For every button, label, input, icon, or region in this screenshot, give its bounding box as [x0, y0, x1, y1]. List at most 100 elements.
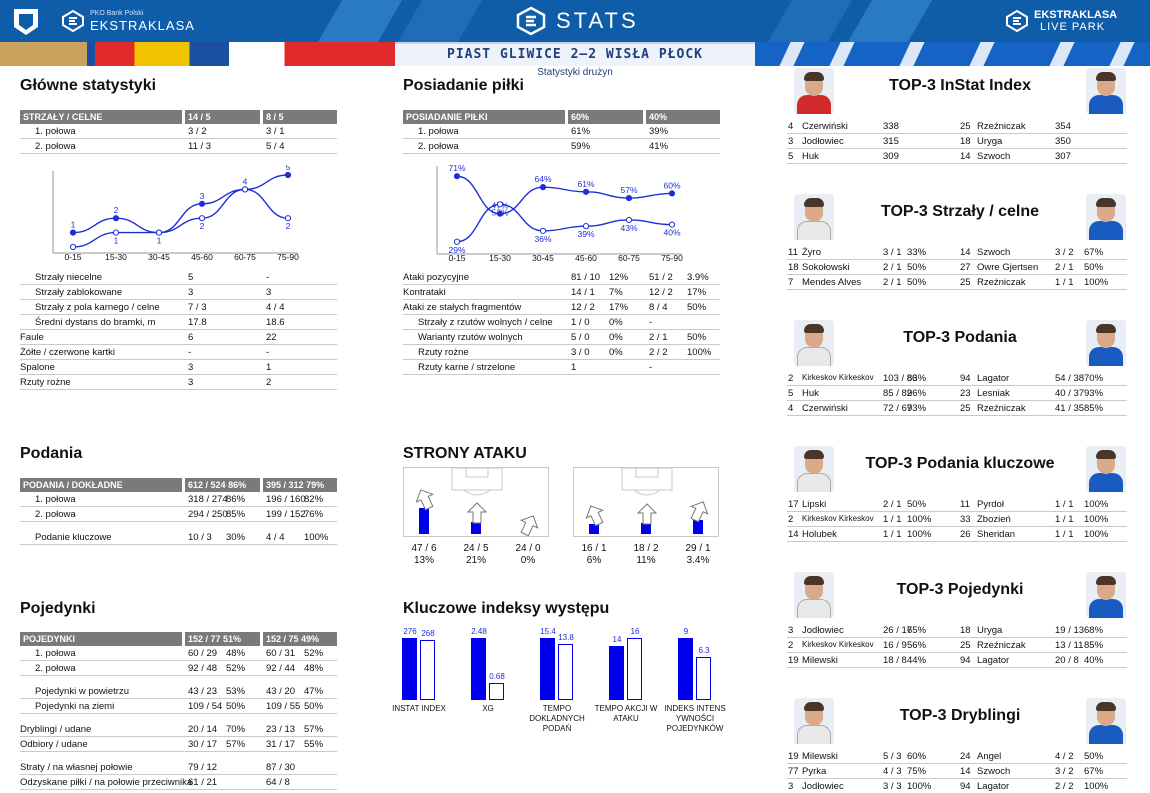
attack-bar — [693, 520, 703, 534]
player-photo — [1086, 68, 1126, 114]
key-index-label: TEMPO AKCJI W ATAKU — [594, 704, 658, 723]
hair — [804, 324, 824, 333]
x-tick-label: 60-75 — [618, 253, 640, 262]
row-away-value: 3 / 1 — [266, 126, 285, 137]
row-away-pct: 82% — [304, 494, 324, 505]
row-away-value: 4 / 4 — [266, 532, 285, 543]
header-home-value: 612 / 524 — [188, 480, 226, 490]
away-number: 94 — [960, 373, 971, 384]
player-photo — [794, 698, 834, 744]
shirt — [797, 725, 831, 744]
row-label: Rzuty rożne — [418, 347, 469, 358]
row-home-value: 318 / 274 — [188, 494, 228, 505]
away-player: Uryga — [977, 625, 1003, 636]
row-label: Warianty rzutów wolnych — [418, 332, 523, 343]
row-label: Rzuty rożne — [20, 377, 71, 388]
header-label: POJEDYNKI — [20, 632, 182, 646]
header-home: 612 / 524 86% — [185, 478, 260, 492]
row-label: 1. połowa — [418, 126, 459, 137]
top-row: 3 Jodłowiec 26 / 17 65% 18 Uryga 19 / 13 68% — [787, 623, 1127, 638]
away-pct: 100% — [1084, 514, 1109, 525]
row-label: Pojedynki w powietrzu — [35, 686, 129, 697]
row-label: Kontrataki — [403, 287, 446, 298]
attack-side-label: 18 / 2 11% — [621, 543, 671, 567]
attack-pct: 3.4% — [686, 555, 710, 566]
row-home-value: 5 / 0 — [571, 332, 590, 343]
away-flag-art — [755, 42, 1150, 66]
away-data-label: 2 — [200, 221, 205, 231]
header-away-value: 395 / 312 — [266, 480, 304, 490]
row-label: Faule — [20, 332, 44, 343]
home-value: 2 / 1 — [883, 277, 902, 288]
app-title: STATS — [556, 8, 639, 33]
row-away-pct: 17% — [687, 287, 707, 298]
top-panel-title: TOP-3 InStat Index — [889, 77, 1031, 94]
away-pct: 70% — [1084, 373, 1104, 384]
home-number: 2 — [788, 373, 794, 384]
hair — [1096, 72, 1116, 81]
home-value: 309 — [883, 151, 899, 162]
home-point — [284, 171, 292, 179]
away-player: Sheridan — [977, 529, 1016, 540]
header-home: 14 / 5 — [185, 110, 260, 124]
away-value: 4 / 2 — [1055, 751, 1074, 762]
row-home-pct: 48% — [226, 648, 246, 659]
row-home-value: 61 / 21 — [188, 777, 218, 788]
hair — [1096, 702, 1116, 711]
row-home-pct: 85% — [226, 509, 246, 520]
table-row: 1. połowa 61% 39% — [403, 124, 720, 139]
row-away-pct: 50% — [687, 302, 707, 313]
row-away-pct: 100% — [687, 347, 712, 358]
hair — [1096, 576, 1116, 585]
home-value: 3 / 1 — [883, 247, 902, 258]
hair — [804, 198, 824, 207]
attack-pct: 6% — [586, 555, 602, 566]
home-pct: 50% — [907, 499, 927, 510]
home-number: 3 — [788, 136, 794, 147]
row-label: Odbiory / udane — [20, 739, 88, 750]
away-player: Szwoch — [977, 151, 1011, 162]
table-row: Podanie kluczowe 10 / 3 30% 4 / 4 100% — [20, 530, 337, 545]
row-label: Średni dystans do bramki, m — [35, 317, 156, 328]
x-tick-label: 45-60 — [191, 252, 213, 261]
away-point — [453, 238, 461, 245]
away-pct: 67% — [1084, 766, 1104, 777]
away-data-label: 40% — [663, 228, 680, 238]
away-pct: 85% — [1084, 403, 1104, 414]
home-player: Żyro — [802, 247, 821, 258]
row-away-value: - — [649, 317, 653, 328]
row-home-value: 3 — [188, 362, 194, 373]
away-point — [668, 221, 676, 228]
away-value: 3 / 2 — [1055, 766, 1074, 777]
home-series-line — [72, 174, 289, 234]
row-away-value: 18.6 — [266, 317, 285, 328]
away-pct: 67% — [1084, 247, 1104, 258]
home-number: 3 — [788, 625, 794, 636]
top-row: 5 Huk 309 14 Szwoch 307 — [787, 149, 1127, 164]
away-point — [539, 227, 547, 234]
home-pct: 100% — [907, 529, 932, 540]
row-home-value: 20 / 14 — [188, 724, 218, 735]
home-value: 2 / 1 — [883, 262, 902, 273]
away-pct: 93% — [1084, 388, 1104, 399]
row-home-value: 43 / 23 — [188, 686, 218, 697]
x-tick-label: 15-30 — [105, 252, 127, 261]
row-away-pct: 57% — [304, 724, 324, 735]
table-row: Pojedynki w powietrzu 43 / 23 53% 43 / 20 47… — [20, 684, 337, 699]
attack-arrow-icon — [689, 500, 709, 523]
away-value: 307 — [1055, 151, 1071, 162]
away-player: Rzeźniczak — [977, 121, 1026, 132]
home-player: Jodłowiec — [802, 625, 844, 636]
row-away-value: - — [266, 272, 270, 283]
table-row: Strzały niecelne 5 - — [20, 270, 337, 285]
key-index-home-bar — [678, 638, 693, 700]
away-number: 94 — [960, 655, 971, 666]
x-tick-label: 15-30 — [489, 253, 511, 262]
away-value: 19 / 13 — [1055, 625, 1085, 636]
row-home-value: 61% — [571, 126, 591, 137]
row-label: Rzuty karne / strzelone — [418, 362, 516, 373]
header-home-pct: 86% — [228, 480, 247, 490]
away-point — [241, 186, 249, 193]
header-label: STRZAŁY / CELNE — [20, 110, 182, 124]
home-number: 5 — [788, 151, 794, 162]
